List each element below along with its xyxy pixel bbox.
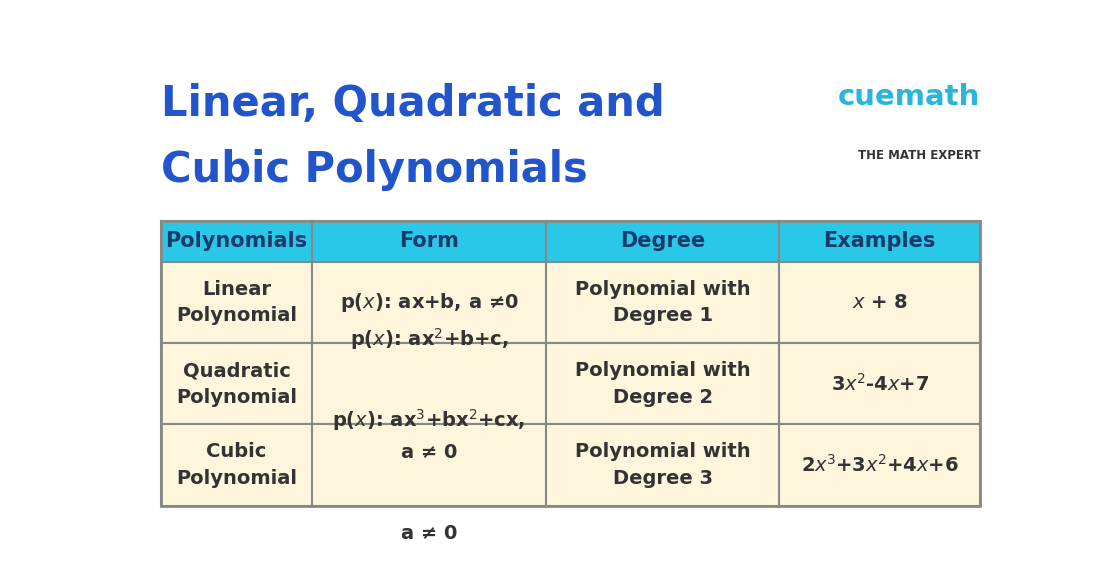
Text: 3$\it{x}$$^2$-4$\it{x}$+7: 3$\it{x}$$^2$-4$\it{x}$+7 bbox=[830, 373, 928, 395]
Text: Polynomial with
Degree 3: Polynomial with Degree 3 bbox=[574, 442, 750, 488]
Text: Examples: Examples bbox=[824, 231, 936, 251]
Text: Form: Form bbox=[400, 231, 459, 251]
Text: cuemath: cuemath bbox=[838, 83, 981, 111]
Text: Cubic
Polynomial: Cubic Polynomial bbox=[176, 442, 297, 488]
Text: p($\it{x}$): ax$^2$+b+c,: p($\it{x}$): ax$^2$+b+c, bbox=[349, 326, 509, 352]
Text: THE MATH EXPERT: THE MATH EXPERT bbox=[857, 150, 981, 162]
Bar bbox=[160, 343, 981, 424]
Bar bbox=[545, 221, 779, 262]
Text: 2$\it{x}$$^3$+3$\it{x}$$^2$+4$\it{x}$+6: 2$\it{x}$$^3$+3$\it{x}$$^2$+4$\it{x}$+6 bbox=[801, 454, 958, 476]
Bar bbox=[160, 221, 981, 506]
Bar bbox=[160, 221, 313, 262]
Text: Linear
Polynomial: Linear Polynomial bbox=[176, 280, 297, 325]
Bar bbox=[160, 424, 981, 506]
Text: Cubic Polynomials: Cubic Polynomials bbox=[160, 150, 588, 191]
Text: p($\it{x}$): ax+b, a ≠0: p($\it{x}$): ax+b, a ≠0 bbox=[339, 291, 519, 314]
Text: Polynomial with
Degree 1: Polynomial with Degree 1 bbox=[574, 280, 750, 325]
Text: a ≠ 0: a ≠ 0 bbox=[401, 524, 457, 543]
Text: Polynomial with
Degree 2: Polynomial with Degree 2 bbox=[574, 361, 750, 406]
Text: a ≠ 0: a ≠ 0 bbox=[401, 443, 457, 462]
Text: Polynomials: Polynomials bbox=[166, 231, 307, 251]
Text: Linear, Quadratic and: Linear, Quadratic and bbox=[160, 83, 664, 125]
Text: p($\it{x}$): ax$^3$+bx$^2$+cx,: p($\it{x}$): ax$^3$+bx$^2$+cx, bbox=[333, 407, 525, 434]
Text: $\it{x}$ + 8: $\it{x}$ + 8 bbox=[851, 293, 908, 312]
Bar bbox=[160, 262, 981, 343]
Text: Quadratic
Polynomial: Quadratic Polynomial bbox=[176, 361, 297, 406]
Bar bbox=[779, 221, 981, 262]
Text: Degree: Degree bbox=[620, 231, 706, 251]
Bar bbox=[313, 221, 545, 262]
